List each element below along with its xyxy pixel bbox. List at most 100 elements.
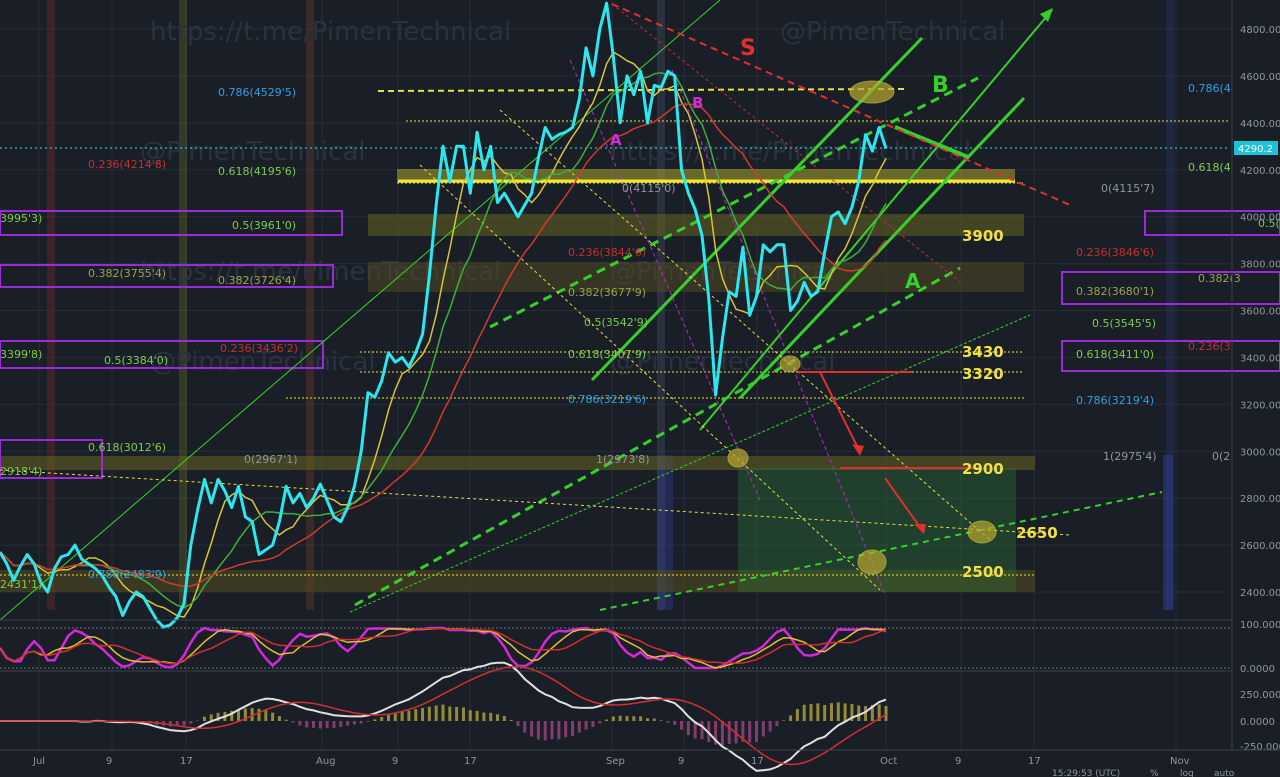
level-label: 2650 [1016, 524, 1058, 542]
fib-label: 3995'3) [0, 212, 42, 225]
x-tick-label: 17 [180, 756, 193, 767]
x-tick-label: Aug [316, 756, 336, 767]
annotation-label: S [740, 36, 756, 61]
footer-time: 15:29:53 (UTC) [1052, 769, 1120, 777]
x-tick-label: 9 [392, 756, 398, 767]
x-tick-label: 17 [1028, 756, 1041, 767]
footer-percent: % [1150, 769, 1159, 777]
fib-label: 0.382(3677'9) [568, 286, 646, 299]
annotations: S B A A B [610, 36, 949, 293]
channel-solid-2 [738, 96, 1026, 400]
yellow-diag-1 [499, 109, 991, 541]
y-tick-label: 3400.00 [1240, 353, 1280, 364]
ma-slow-line [0, 103, 887, 588]
y-tick-label: 3800.00 [1240, 260, 1280, 271]
trend-lines [0, 0, 1163, 621]
highlight-ellipse [857, 549, 887, 575]
long-support-dashed [599, 491, 1163, 611]
stoch-tick-label: 0.0000 [1240, 664, 1275, 675]
footer-auto: auto [1214, 769, 1235, 777]
fib-label: 0.618(3407'9) [568, 348, 646, 361]
vertical-band [1163, 455, 1173, 610]
fib-label: 0.618(3411'0) [1076, 348, 1154, 361]
highlight-ellipse [849, 80, 895, 104]
level-label: 3430 [962, 343, 1004, 361]
watermarks: https://t.me/PimenTechnical @PimenTechnic… [140, 17, 1006, 377]
highlight-ellipse [727, 448, 749, 468]
level-labels: 3900 3430 3320 2900 2650 2500 [962, 227, 1058, 581]
y-axis: 4800.00 4600.00 4400.00 4200.00 4000.00 3800.… [1231, 0, 1280, 750]
yellow-diag-3 [0, 469, 1071, 536]
x-tick-label: 17 [751, 756, 764, 767]
macd-panel: 250.0000 0.0000 -250.0000 [0, 661, 1280, 772]
red-drop-arrow-2 [884, 477, 923, 531]
vertical-band [179, 0, 187, 610]
fib-label: 3399'8) [0, 348, 42, 361]
x-tick-label: Sep [606, 756, 625, 767]
watermark-text: https://t.me/PimenTechnical [610, 137, 971, 167]
fib-label: 0(2 [1212, 450, 1230, 463]
fib-label: 0.382(3 [1198, 272, 1241, 285]
highlight-ellipse [779, 355, 801, 373]
fib-labels: 0.786(4529'5) 0.236(4214'8) 0.618(4195'6) 0… [0, 82, 1280, 591]
fib-zone-3730 [368, 262, 1024, 292]
short-green-arrow [894, 125, 969, 159]
x-tick-label: 9 [106, 756, 112, 767]
red-drop-arrow-1 [819, 371, 861, 453]
highlight-ellipse [967, 520, 997, 544]
fib-label: 0.618(4 [1188, 161, 1231, 174]
fib-label: 0.382(3726'4) [218, 274, 296, 287]
y-tick-label: 3000.00 [1240, 447, 1280, 458]
vertical-band [47, 0, 55, 610]
footer-log: log [1180, 769, 1194, 777]
x-tick-label: 9 [955, 756, 961, 767]
x-tick-label: Oct [880, 756, 897, 767]
ma-fast-line [0, 51, 887, 618]
y-tick-label: 3200.00 [1240, 400, 1280, 411]
fib-label: 0(2967'1) [244, 453, 298, 466]
stochastic-panel: 100.0000 0.0000 [0, 619, 1280, 675]
fib-label: 0.786(4529'5) [218, 86, 296, 99]
y-tick-label: 3600.00 [1240, 307, 1280, 318]
macd-tick-label: 250.0000 [1240, 690, 1280, 701]
x-tick-label: Jul [32, 756, 45, 767]
target-arrowhead [1040, 8, 1053, 22]
fib-label: 2431'1) [0, 578, 42, 591]
fib-label: 0.236(3 [1188, 340, 1231, 353]
fib-purple-box [1144, 210, 1280, 236]
fib-label: 0(4115'7) [1101, 182, 1155, 195]
fib-dashed-4530 [377, 88, 906, 92]
fib-label: 0.5(3961'0) [232, 219, 296, 232]
long-channel-line [0, 0, 721, 621]
watermark-text: @PimenTechnical [150, 347, 376, 377]
fib-label: 0.382(3755'4) [88, 267, 166, 280]
fib-label: 0.5(3542'9) [584, 316, 648, 329]
fib-label: 0.236(4214'8) [88, 158, 166, 171]
watermark-text: https://t.me/PimenTechnical [150, 17, 511, 47]
red-arrowhead-1 [852, 444, 864, 456]
x-tick-label: 17 [464, 756, 477, 767]
resistance-dotted [611, 3, 961, 283]
fib-label: 0.236(3846'6) [1076, 246, 1154, 259]
watermark-text: @PimenTechnical [140, 137, 366, 167]
magenta-diag-2 [671, 69, 886, 596]
price-series [0, 1, 888, 629]
fib-label: 2918'4) [0, 465, 42, 478]
fib-purple-box [0, 340, 324, 369]
macd-tick-label: 0.0000 [1240, 717, 1275, 728]
x-tick-label: Nov [1170, 756, 1190, 767]
annotation-label: A [610, 131, 622, 149]
macd-line [0, 661, 887, 772]
fib-label: 0.382(3680'1) [1076, 285, 1154, 298]
ma-mid-line [0, 72, 887, 609]
moving-averages [0, 51, 887, 618]
y-tick-label: 4600.00 [1240, 72, 1280, 83]
lower-channel-dotted [349, 314, 1031, 613]
annotation-label: B [692, 94, 703, 112]
y-tick-label: 4400.00 [1240, 119, 1280, 130]
fib-purple-box [0, 210, 343, 236]
fib-zone-3900 [368, 214, 1024, 236]
fib-label: 1(2975'4) [1103, 450, 1157, 463]
